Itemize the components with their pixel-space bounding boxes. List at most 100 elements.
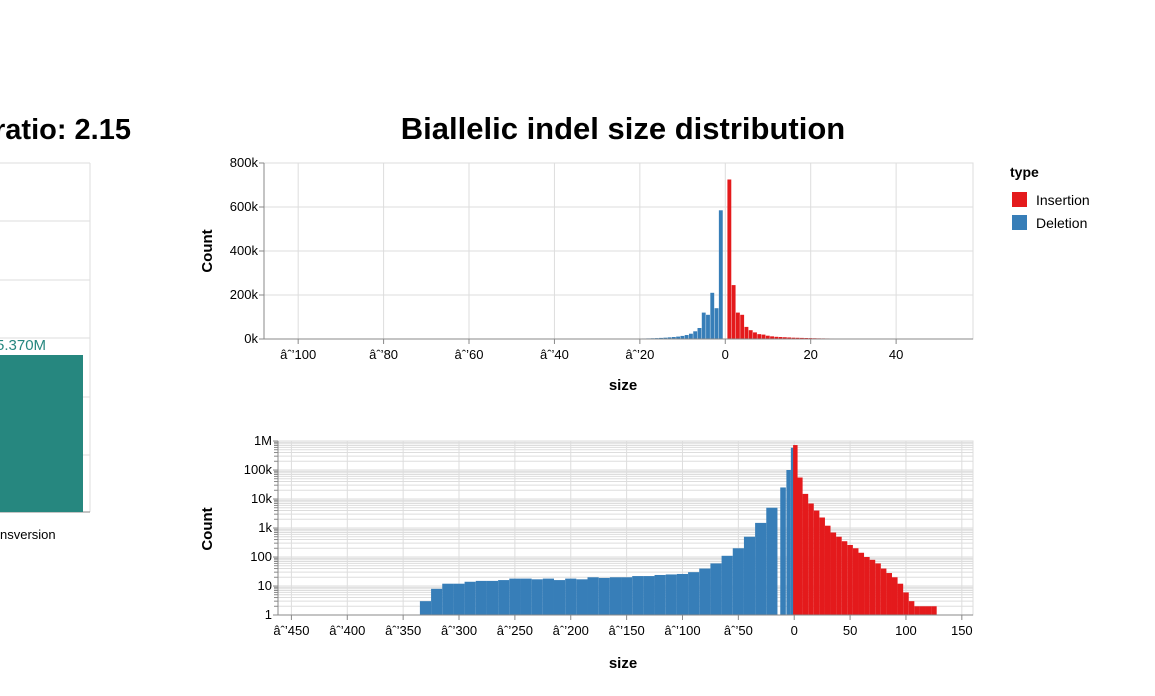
bottom-bar-insertion [869,559,876,615]
top-chart-x-axis-label: size [609,377,637,394]
top-x-tick-label: âˆ’20 [625,347,654,362]
bottom-bar-insertion [793,445,798,615]
top-bar-insertion [735,312,740,339]
bottom-x-tick-label: 100 [895,623,917,638]
top-x-tick-label: âˆ’80 [369,347,398,362]
bottom-bar-insertion [931,606,937,615]
left-chart-bar [0,355,83,512]
top-x-tick-label: âˆ’60 [455,347,484,362]
bottom-y-tick-label: 10k [251,491,272,506]
bottom-x-tick-label: âˆ’400 [329,623,365,638]
top-bar-insertion [744,326,749,339]
bottom-chart-x-axis-label: size [609,655,637,672]
bottom-bar-deletion [676,573,689,615]
bottom-bar-insertion [864,557,870,615]
bottom-bar-deletion [699,568,711,615]
bottom-chart-bars [419,445,937,615]
top-bar-insertion [731,285,736,339]
bottom-bar-insertion [914,606,920,615]
bottom-bar-deletion [621,577,633,615]
bottom-bar-deletion [520,578,532,615]
bottom-chart-axes: âˆ’450 âˆ’400 âˆ’350 âˆ’300 âˆ’250 âˆ’200 âˆ’1… [244,433,973,638]
top-x-tick-label: 20 [803,347,817,362]
bottom-x-tick-label: âˆ’350 [385,623,421,638]
left-chart-title: ratio: 2.15 [0,114,131,146]
bottom-bar-insertion [903,592,909,615]
top-bar-insertion [774,336,779,339]
bottom-bar-insertion [852,548,859,615]
bottom-bar-deletion [609,577,622,615]
bottom-chart-y-axis-label: Count [199,507,216,550]
bottom-y-tick-label: 100k [244,462,273,477]
bottom-bar-deletion [755,522,767,615]
top-bar-deletion [663,337,668,339]
top-bar-deletion [714,308,719,339]
bottom-bar-deletion [553,580,566,615]
top-bar-deletion [701,312,706,339]
bottom-bar-insertion [813,510,820,615]
top-bar-insertion [782,337,787,339]
top-bar-deletion [710,292,715,339]
bottom-bar-deletion [665,574,677,615]
top-bar-insertion [761,334,766,339]
main-chart-title: Biallelic indel size distribution [401,111,845,146]
bottom-x-tick-label: âˆ’450 [273,623,309,638]
bottom-bar-deletion [498,580,510,615]
bottom-bar-deletion [780,487,786,615]
left-chart-x-tick-label: nsversion [0,527,56,542]
top-bar-deletion [706,314,710,339]
bottom-bar-deletion [598,577,610,615]
bottom-bar-deletion [766,507,778,615]
top-bar-insertion [727,179,732,339]
top-bar-insertion [770,336,774,339]
bottom-x-tick-label: 150 [951,623,973,638]
top-bar-insertion [748,330,753,339]
bottom-bar-insertion [858,552,865,615]
top-chart-bars [616,179,877,339]
top-chart-axes: âˆ’100 âˆ’80 âˆ’60 âˆ’40 âˆ’20 0 20 400k200k400… [230,155,973,362]
bottom-bar-insertion [824,525,831,615]
top-bar-insertion [740,314,745,339]
bottom-bar-insertion [847,544,853,615]
bottom-bar-insertion [908,601,915,615]
bottom-bar-deletion [486,580,499,615]
top-chart-y-axis-label: Count [199,229,216,272]
legend-title: type [1010,164,1039,180]
left-partial-chart: ratio: 2.15 5.370M nsversion [0,114,131,542]
top-x-tick-label: 0 [722,347,729,362]
bottom-bar-deletion [442,583,454,615]
left-chart-bar-label: 5.370M [0,337,46,354]
bottom-x-tick-label: âˆ’200 [553,623,589,638]
bottom-x-tick-label: âˆ’50 [724,623,753,638]
bottom-bar-insertion [925,606,932,615]
legend-swatch-insertion [1012,192,1027,207]
bottom-bar-deletion [542,578,554,615]
bottom-x-tick-label: âˆ’300 [441,623,477,638]
top-bar-deletion [671,337,676,339]
top-bar-insertion [757,334,762,339]
bottom-bar-insertion [841,541,848,615]
bottom-bar-deletion [565,578,577,615]
top-bar-insertion [800,337,804,339]
top-y-tick-label: 800k [230,155,259,170]
bottom-bar-deletion [643,576,655,615]
bottom-bar-insertion [897,583,904,615]
top-y-tick-label: 0k [244,331,258,346]
bottom-chart: âˆ’450 âˆ’400 âˆ’350 âˆ’300 âˆ’250 âˆ’200 âˆ’1… [199,433,974,672]
bottom-y-tick-label: 1M [254,433,272,448]
bottom-bar-deletion [587,577,599,615]
bottom-bar-insertion [886,573,892,615]
top-bar-deletion [659,337,663,339]
top-bar-insertion [787,337,792,339]
bottom-bar-deletion [576,579,588,615]
bottom-bar-insertion [819,517,825,615]
legend-label-deletion: Deletion [1036,215,1087,231]
legend-swatch-deletion [1012,215,1027,230]
bottom-bar-deletion [632,576,644,615]
bottom-bar-deletion [710,563,722,615]
top-y-tick-label: 400k [230,243,259,258]
top-x-tick-label: âˆ’40 [540,347,569,362]
top-y-tick-label: 600k [230,199,259,214]
top-bar-deletion [688,333,693,339]
